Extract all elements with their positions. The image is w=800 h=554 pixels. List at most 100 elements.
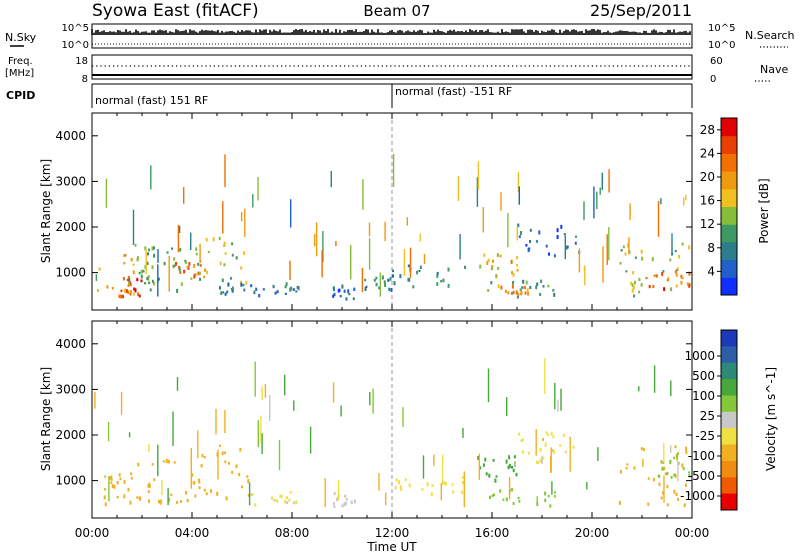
power-streak [177,224,180,253]
velocity-cell [660,496,663,500]
velocity-cell [544,442,547,447]
power-cell [373,278,376,282]
velocity-cell [118,473,121,477]
power-colorbar-label: Power [dB] [757,178,771,243]
velocity-cell [148,484,151,488]
power-cell [504,289,507,294]
velocity-streak [260,415,262,443]
power-cell [497,267,500,271]
power-cell [633,294,636,298]
velocity-cell [572,445,575,449]
velocity-cell [116,481,119,485]
nave-label: Nave [760,63,788,76]
velocity-cell [186,498,189,503]
power-cell [250,284,253,288]
power-cell [408,278,411,282]
velocity-cell [159,501,162,505]
velocity-cell [185,490,188,495]
velocity-cell [544,498,547,503]
velocity-cell [198,481,201,484]
power-cell [511,284,514,289]
power-colorbar-tick-label: 8 [707,241,715,255]
freq-panel [91,54,693,80]
power-cell [575,235,577,238]
power-cell [272,284,275,289]
velocity-cell [479,466,482,470]
velocity-cell [251,493,254,496]
velocity-streak [385,492,387,506]
power-streak [157,264,159,297]
power-cell [542,285,545,288]
power-cell [681,276,684,280]
power-cell [220,291,223,295]
power-cell [153,246,155,250]
power-cell [332,294,335,298]
power-streak [518,186,520,205]
power-cell [153,253,156,258]
velocity-cell [193,480,196,485]
y-tick-label: 2000 [55,220,86,234]
power-cell [364,278,367,282]
power-cell [676,267,679,270]
power-cell [339,294,342,298]
power-cell [332,288,335,292]
power-cell [343,289,346,293]
velocity-cell [160,499,163,503]
velocity-heatmap [94,321,691,518]
velocity-cell [484,457,487,462]
velocity-cell [461,490,464,494]
power-colorbar-tick-label: 12 [700,217,715,231]
nsky-panel [91,23,693,49]
velocity-streak [107,421,110,442]
power-cell [106,285,109,289]
velocity-cell [394,486,397,490]
power-cell [495,274,498,277]
power-cell [529,286,532,290]
velocity-cell [494,478,497,483]
power-cell [132,270,135,275]
power-cell [195,252,198,256]
velocity-streak [176,377,179,391]
velocity-streak [217,449,219,480]
velocity-cell [221,451,224,456]
power-cell [556,228,559,233]
nave-tick-bottom: 0 [710,74,716,85]
power-cell [174,262,177,266]
velocity-cell [658,475,661,478]
velocity-cell [515,472,518,477]
velocity-cell [505,459,508,464]
velocity-cell [674,445,677,449]
power-cell [638,290,641,294]
velocity-cell [661,466,664,471]
time-axis: 00:00 04:00 08:00 12:00 16:00 20:00 00:00 [75,526,710,540]
power-streak [335,241,337,246]
velocity-cell [239,448,242,452]
velocity-colorbar-segment [721,379,737,396]
velocity-cell [241,485,243,489]
power-cell [188,262,191,266]
power-cell [292,288,295,291]
power-colorbar-segment [721,188,737,207]
power-cell [127,278,130,282]
velocity-cell [421,488,424,491]
velocity-colorbar-label: Velocity [m s^-1] [764,367,778,471]
velocity-cell [426,482,429,487]
power-cell [258,294,261,298]
velocity-cell [167,459,170,464]
power-cell [388,287,391,291]
velocity-colorbar-segment [721,411,737,429]
velocity-cell [175,501,178,504]
power-streak [477,161,480,190]
power-streak [330,171,332,188]
power-colorbar-tick-label: 16 [700,194,715,208]
velocity-streak [293,400,295,411]
power-cell [130,257,133,262]
power-cell [622,245,625,249]
time-axis-label: Time UT [366,540,417,554]
velocity-cell [677,497,680,501]
velocity-streak [677,460,679,482]
freq-tick-bottom: 8 [82,74,88,85]
power-cell [128,278,131,281]
power-cell [640,283,643,287]
velocity-cell [238,472,241,477]
